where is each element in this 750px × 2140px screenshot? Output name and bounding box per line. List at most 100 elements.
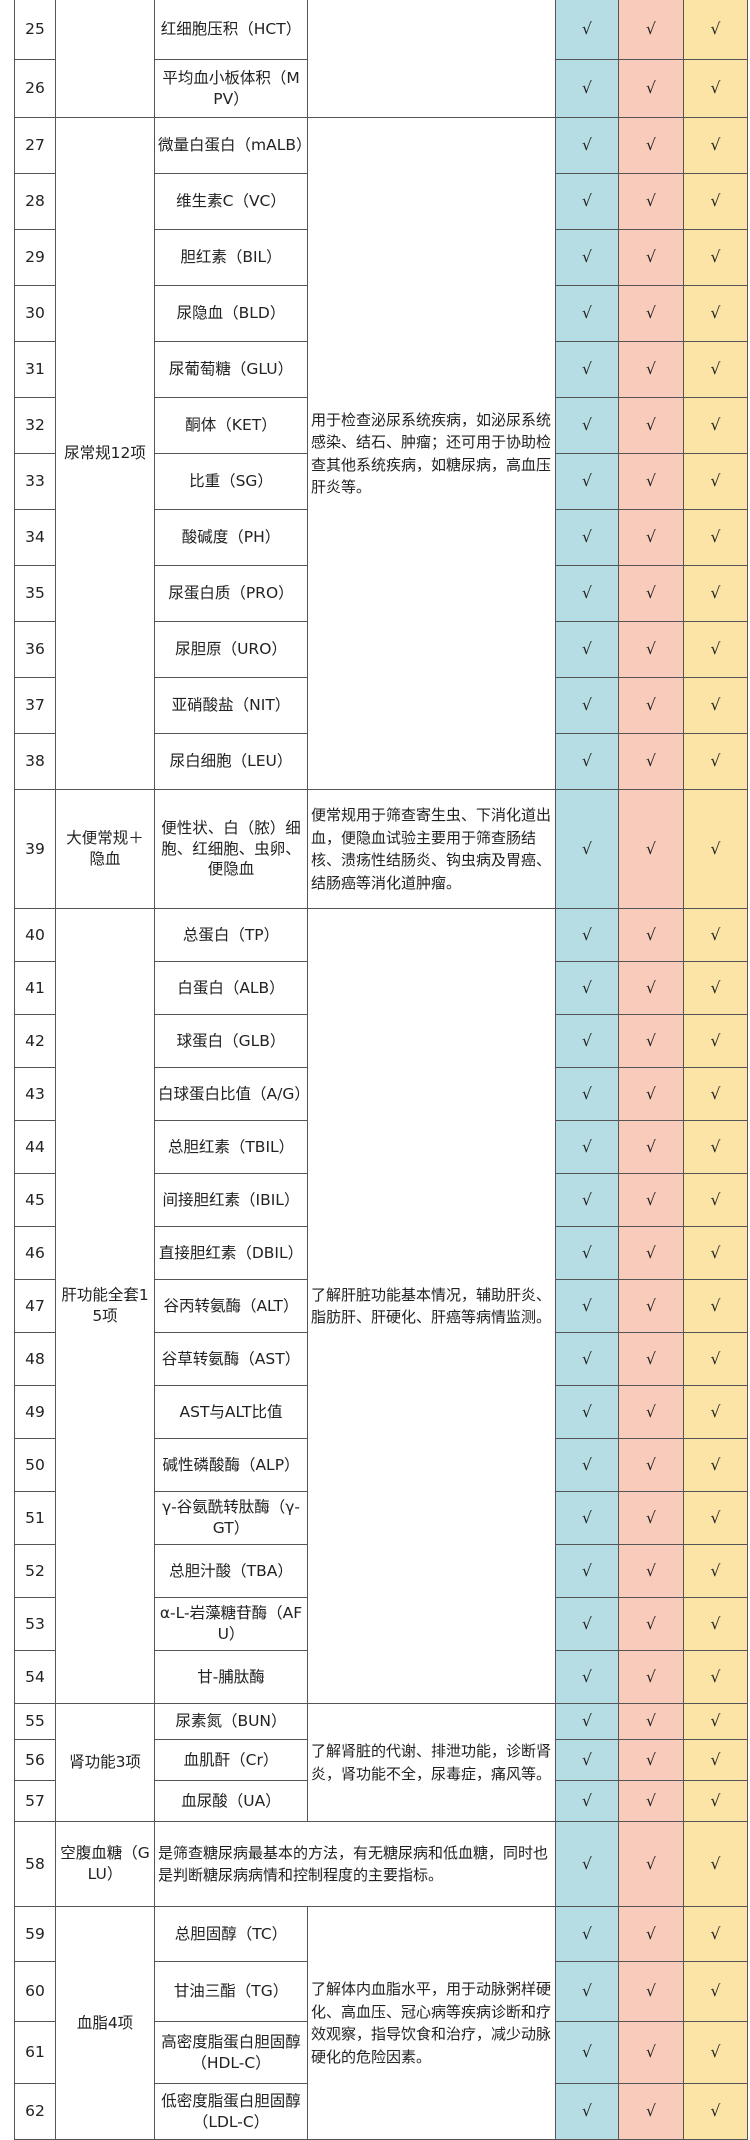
check-mark: √ [618,1332,684,1386]
check-mark: √ [555,1279,619,1333]
category: 肝功能全套15项 [55,908,155,1704]
check-mark: √ [618,1597,684,1651]
item: 比重（SG） [154,453,308,510]
check-mark: √ [618,453,684,510]
check-mark: √ [683,1703,748,1740]
check-mark: √ [618,229,684,286]
check-mark: √ [555,565,619,622]
check-mark: √ [618,1961,684,2022]
check-mark: √ [618,1226,684,1280]
table-row: 57 血尿酸（UA） √ √ √ [14,1780,748,1822]
check-mark: √ [618,1544,684,1598]
check-mark: √ [683,1120,748,1174]
item: 酸碱度（PH） [154,509,308,566]
row-number: 43 [14,1067,56,1121]
table-row: 49 AST与ALT比值 √ √ √ [14,1385,748,1439]
item: 低密度脂蛋白胆固醇（LDL-C） [154,2083,308,2140]
category: 血脂4项 [55,1906,155,2140]
check-mark: √ [683,677,748,734]
check-mark: √ [555,1332,619,1386]
check-mark: √ [555,341,619,398]
check-mark: √ [618,0,684,60]
check-mark: √ [555,2021,619,2084]
check-mark: √ [555,285,619,342]
table-row: 50 碱性磷酸酶（ALP） √ √ √ [14,1438,748,1492]
check-mark: √ [555,1650,619,1704]
check-mark: √ [683,509,748,566]
item: 高密度脂蛋白胆固醇（HDL-C） [154,2021,308,2084]
row-number: 46 [14,1226,56,1280]
table-row: 29 胆红素（BIL） √ √ √ [14,229,748,286]
check-mark: √ [618,1279,684,1333]
item: 球蛋白（GLB） [154,1014,308,1068]
row-number: 26 [14,59,56,118]
check-mark: √ [618,1780,684,1822]
check-mark: √ [618,117,684,174]
table-row: 51 γ-谷氨酰转肽酶（γ-GT） √ √ √ [14,1491,748,1545]
check-mark: √ [618,565,684,622]
row-number: 49 [14,1385,56,1439]
check-mark: √ [683,2021,748,2084]
item: 尿葡萄糖（GLU） [154,341,308,398]
check-mark: √ [683,1780,748,1822]
row-number: 44 [14,1120,56,1174]
check-mark: √ [555,789,619,909]
check-mark: √ [618,397,684,454]
item: 胆红素（BIL） [154,229,308,286]
check-mark: √ [618,285,684,342]
table-row: 59 血脂4项 总胆固醇（TC） 了解体内血脂水平，用于动脉粥样硬化、高血压、冠心病等… [14,1906,748,2140]
check-mark: √ [555,0,619,60]
check-mark: √ [683,1279,748,1333]
row-number: 47 [14,1279,56,1333]
check-mark: √ [683,229,748,286]
check-mark: √ [555,2083,619,2140]
check-mark: √ [683,733,748,790]
row-number: 42 [14,1014,56,1068]
item: α-L-岩藻糖苷酶（AFU） [154,1597,308,1651]
check-mark: √ [555,117,619,174]
row-number: 62 [14,2083,56,2140]
table-row: 45 间接胆红素（IBIL） √ √ √ [14,1173,748,1227]
check-mark: √ [555,1544,619,1598]
row-number: 36 [14,621,56,678]
check-mark: √ [683,565,748,622]
row-number: 31 [14,341,56,398]
table-row: 54 甘-脯肽酶 √ √ √ [14,1650,748,1704]
check-mark: √ [555,908,619,962]
category: 大便常规＋隐血 [55,789,155,909]
table-row: 60 甘油三酯（TG） √ √ √ [14,1961,748,2022]
item: 碱性磷酸酶（ALP） [154,1438,308,1492]
check-mark: √ [555,1014,619,1068]
check-mark: √ [683,1961,748,2022]
row-number: 51 [14,1491,56,1545]
row-number: 37 [14,677,56,734]
table-row: 40 肝功能全套15项 总蛋白（TP） 了解肝脏功能基本情况，辅助肝炎、脂肪肝、肝硬化… [14,908,748,1704]
check-mark: √ [683,1067,748,1121]
check-mark: √ [618,59,684,118]
check-mark: √ [618,2083,684,2140]
item: 尿白细胞（LEU） [154,733,308,790]
row-number: 29 [14,229,56,286]
table-row: 25 红细胞压积（HCT） √ √ √ [14,0,748,118]
description [307,0,556,118]
row-number: 25 [14,0,56,60]
check-mark: √ [683,173,748,230]
check-mark: √ [683,1739,748,1781]
check-mark: √ [555,229,619,286]
check-mark: √ [618,733,684,790]
item: 维生素C（VC） [154,173,308,230]
table-row: 55 肾功能3项 尿素氮（BUN） 了解肾脏的代谢、排泄功能，诊断肾炎，肾功能不全，尿… [14,1703,748,1822]
check-mark: √ [683,1650,748,1704]
check-mark: √ [555,1438,619,1492]
item: 甘油三酯（TG） [154,1961,308,2022]
description: 了解肝脏功能基本情况，辅助肝炎、脂肪肝、肝硬化、肝癌等病情监测。 [307,908,556,1704]
check-mark: √ [683,285,748,342]
row-number: 55 [14,1703,56,1740]
check-mark: √ [683,453,748,510]
check-mark: √ [618,1173,684,1227]
table-row: 61 高密度脂蛋白胆固醇（HDL-C） √ √ √ [14,2021,748,2084]
row-number: 40 [14,908,56,962]
item: 尿蛋白质（PRO） [154,565,308,622]
check-mark: √ [555,1780,619,1822]
row-number: 58 [14,1821,56,1907]
